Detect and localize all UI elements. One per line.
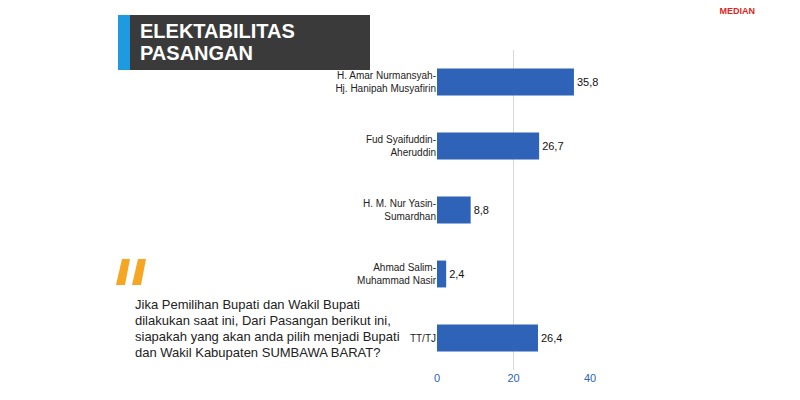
svg-text:40: 40 bbox=[584, 372, 596, 384]
svg-text:20: 20 bbox=[507, 372, 519, 384]
svg-text:H. M. Nur Yasin-Sumardhan: H. M. Nur Yasin-Sumardhan bbox=[363, 198, 436, 222]
html-text:MEDIAN: MEDIAN bbox=[719, 6, 755, 16]
svg-text:26,4: 26,4 bbox=[541, 332, 562, 344]
svg-text:Ahmad Salim-Muhammad Nasir: Ahmad Salim-Muhammad Nasir bbox=[357, 262, 437, 286]
svg-text:8,8: 8,8 bbox=[474, 204, 489, 216]
svg-text:0: 0 bbox=[434, 372, 440, 384]
svg-text:26,7: 26,7 bbox=[542, 140, 563, 152]
svg-text:Fud Syaifuddin-Aheruddin: Fud Syaifuddin-Aheruddin bbox=[366, 134, 436, 158]
svg-text:H. Amar Nurmansyah-Hj. Hanipah: H. Amar Nurmansyah-Hj. Hanipah Musyafiri… bbox=[335, 70, 436, 94]
svg-text:35,8: 35,8 bbox=[577, 76, 598, 88]
html-text:ELEKTABILITAS PASANGAN: ELEKTABILITAS PASANGAN bbox=[140, 20, 295, 64]
svg-text:TT/TJ: TT/TJ bbox=[410, 333, 436, 344]
svg-text:2,4: 2,4 bbox=[449, 268, 464, 280]
html-text:Jika Pemilihan Bupati dan Waki: Jika Pemilihan Bupati dan Wakil Bupati d… bbox=[135, 297, 400, 360]
